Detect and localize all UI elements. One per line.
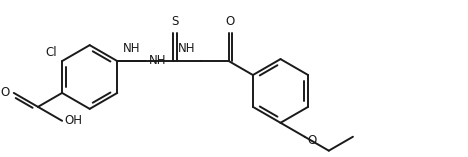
Text: NH: NH [178, 42, 196, 55]
Text: OH: OH [64, 114, 82, 127]
Text: O: O [307, 134, 317, 147]
Text: Cl: Cl [45, 46, 57, 59]
Text: NH: NH [123, 42, 140, 55]
Text: NH: NH [149, 54, 167, 67]
Text: O: O [226, 15, 235, 28]
Text: S: S [171, 15, 178, 28]
Text: O: O [0, 87, 10, 99]
